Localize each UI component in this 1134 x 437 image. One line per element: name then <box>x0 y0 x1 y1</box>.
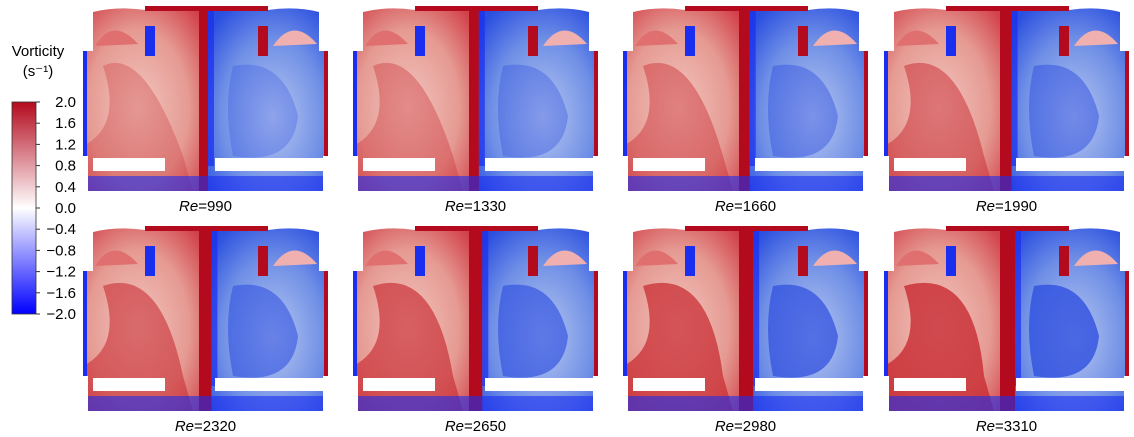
vorticity-panel <box>884 6 1129 191</box>
panel-label: Re=1990 <box>976 198 1037 215</box>
vorticity-panel <box>884 226 1129 411</box>
colorbar-title: Vorticity <box>12 43 65 60</box>
panel-label: Re=2320 <box>175 418 236 435</box>
figure: Vorticity (s⁻¹) 2.0 1.6 1.2 0.8 0.4 0.0 −0.4 −0… <box>0 0 1134 437</box>
panel-label: Re=2650 <box>445 418 506 435</box>
colorbar-tick-label: 1.6 <box>55 115 76 132</box>
colorbar-tick-label: −1.6 <box>46 285 76 302</box>
colorbar-tick-label: −0.4 <box>46 221 76 238</box>
vorticity-panel <box>623 6 868 191</box>
colorbar <box>12 102 36 314</box>
colorbar-tick-label: −0.8 <box>46 242 76 259</box>
vorticity-panel <box>353 226 598 411</box>
colorbar-tick-label: 0.0 <box>55 200 76 217</box>
panel-label: Re=2980 <box>715 418 776 435</box>
vorticity-panel <box>83 226 328 411</box>
panel-label: Re=990 <box>179 198 232 215</box>
colorbar-unit: (s⁻¹) <box>23 63 53 80</box>
vorticity-panel <box>83 6 328 191</box>
colorbar-tick-label: 0.8 <box>55 158 76 175</box>
panel-label: Re=3310 <box>976 418 1037 435</box>
colorbar-tick-label: 2.0 <box>55 94 76 111</box>
panel-label: Re=1330 <box>445 198 506 215</box>
vorticity-panel <box>353 6 598 191</box>
colorbar-tick-label: −2.0 <box>46 306 76 323</box>
vorticity-panel <box>623 226 868 411</box>
colorbar-tick-label: −1.2 <box>46 264 76 281</box>
colorbar-tick-label: 0.4 <box>55 179 76 196</box>
colorbar-tick-label: 1.2 <box>55 136 76 153</box>
panel-label: Re=1660 <box>715 198 776 215</box>
